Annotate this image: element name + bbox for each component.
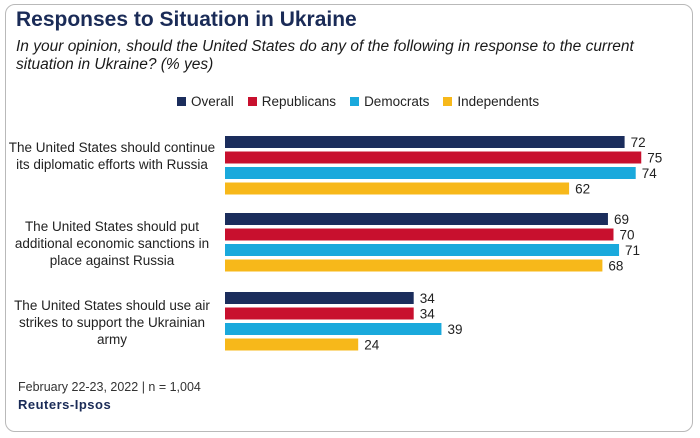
- value-label-republicans-1: 70: [620, 228, 635, 243]
- bar-republicans-0: [225, 151, 642, 164]
- legend-item-democrats: Democrats: [350, 94, 429, 109]
- bar-overall-2: [225, 292, 414, 304]
- category-label-sanctions: The United States should put additional …: [14, 219, 210, 268]
- category-label-diplomatic: The United States should continue its di…: [8, 140, 216, 172]
- brand-logo: Reuters-Ipsos: [18, 397, 112, 412]
- bar-overall-0: [225, 136, 625, 148]
- legend-label-democrats: Democrats: [364, 94, 430, 109]
- footnote: February 22-23, 2022 | n = 1,004: [18, 380, 201, 394]
- bar-independents-2: [225, 338, 359, 351]
- value-label-overall-2: 34: [420, 291, 436, 306]
- legend-item-republicans: Republicans: [247, 94, 337, 109]
- chart-title: Responses to Situation in Ukraine: [16, 8, 357, 31]
- legend-label-independents: Independents: [457, 94, 540, 109]
- bar-overall-1: [225, 213, 608, 225]
- legend: Overall Republicans Democrats Independen…: [177, 94, 539, 109]
- chart-subtitle: In your opinion, should the United State…: [16, 38, 634, 73]
- legend-item-overall: Overall: [177, 94, 234, 109]
- legend-swatch-independents: [443, 97, 453, 106]
- legend-swatch-overall: [177, 97, 186, 106]
- bar-republicans-1: [225, 228, 614, 241]
- value-label-overall-1: 69: [614, 212, 629, 227]
- bar-democrats-2: [225, 323, 442, 335]
- value-label-independents-1: 68: [608, 259, 623, 274]
- value-label-independents-2: 24: [364, 338, 380, 353]
- value-label-republicans-2: 34: [420, 307, 436, 322]
- legend-swatch-republicans: [247, 97, 257, 106]
- bar-democrats-1: [225, 244, 620, 256]
- bar-democrats-0: [225, 167, 636, 179]
- value-label-independents-0: 62: [575, 182, 590, 197]
- legend-label-overall: Overall: [191, 94, 234, 109]
- legend-label-republicans: Republicans: [261, 94, 337, 109]
- bar-independents-0: [225, 182, 570, 195]
- legend-swatch-democrats: [350, 97, 360, 106]
- bar-independents-1: [225, 259, 603, 272]
- category-label-airstrikes: The United States should use air strikes…: [14, 298, 210, 347]
- value-label-democrats-0: 74: [642, 166, 658, 181]
- value-label-republicans-0: 75: [647, 151, 662, 166]
- value-label-democrats-1: 71: [625, 243, 640, 258]
- legend-item-independents: Independents: [443, 94, 539, 109]
- bar-republicans-2: [225, 307, 414, 320]
- value-label-democrats-2: 39: [447, 322, 462, 337]
- value-label-overall-0: 72: [631, 135, 646, 150]
